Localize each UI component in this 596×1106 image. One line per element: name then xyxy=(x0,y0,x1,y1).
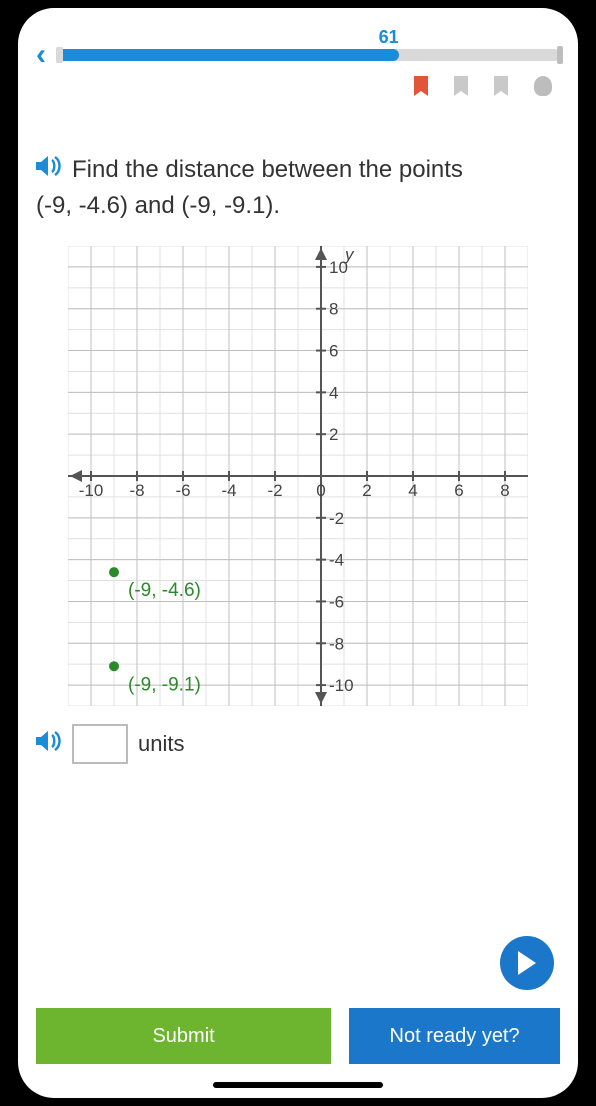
progress-label: 61 xyxy=(379,27,399,48)
ribbon-icon xyxy=(494,76,508,96)
svg-text:-8: -8 xyxy=(129,481,144,500)
svg-text:-2: -2 xyxy=(267,481,282,500)
units-label: units xyxy=(138,731,184,757)
audio-icon[interactable] xyxy=(36,730,62,759)
not-ready-button[interactable]: Not ready yet? xyxy=(349,1008,560,1064)
answer-row: units xyxy=(36,724,560,764)
svg-text:-8: -8 xyxy=(329,634,344,653)
svg-text:-10: -10 xyxy=(79,481,104,500)
svg-text:6: 6 xyxy=(454,481,463,500)
coordinate-chart: -10-8-6-4-202468-10-8-6-4-2246810y(-9, -… xyxy=(36,246,560,706)
ribbon-icon xyxy=(414,76,428,96)
svg-text:4: 4 xyxy=(329,383,338,402)
svg-text:y: y xyxy=(344,246,355,264)
svg-text:(-9, -9.1): (-9, -9.1) xyxy=(128,674,201,695)
question-line2: (-9, -4.6) and (-9, -9.1). xyxy=(36,188,560,224)
svg-text:-4: -4 xyxy=(221,481,236,500)
svg-text:6: 6 xyxy=(329,342,338,361)
svg-text:-4: -4 xyxy=(329,551,344,570)
audio-icon[interactable] xyxy=(36,152,62,188)
progress-fill xyxy=(56,49,399,61)
bottom-button-row: Submit Not ready yet? xyxy=(36,1008,560,1064)
progress-bar xyxy=(56,49,560,61)
svg-text:-10: -10 xyxy=(329,676,354,695)
progress-header: ‹ 61 xyxy=(36,40,560,70)
ribbon-icon xyxy=(454,76,468,96)
question-line1: Find the distance between the points xyxy=(72,152,463,188)
svg-text:8: 8 xyxy=(500,481,509,500)
ribbon-row xyxy=(36,76,560,96)
svg-text:-6: -6 xyxy=(329,592,344,611)
back-icon[interactable]: ‹ xyxy=(36,40,46,70)
chart-svg: -10-8-6-4-202468-10-8-6-4-2246810y(-9, -… xyxy=(68,246,528,706)
svg-text:4: 4 xyxy=(408,481,417,500)
submit-button[interactable]: Submit xyxy=(36,1008,331,1064)
svg-text:(-9, -4.6): (-9, -4.6) xyxy=(128,580,201,601)
home-indicator xyxy=(213,1082,383,1088)
svg-text:0: 0 xyxy=(316,481,325,500)
question-block: Find the distance between the points (-9… xyxy=(36,152,560,224)
play-button[interactable] xyxy=(500,936,554,990)
app-screen: ‹ 61 Find the distance between the point… xyxy=(18,8,578,1098)
svg-text:8: 8 xyxy=(329,300,338,319)
svg-text:2: 2 xyxy=(362,481,371,500)
progress-end-cap xyxy=(557,46,563,64)
svg-text:-6: -6 xyxy=(175,481,190,500)
svg-text:-2: -2 xyxy=(329,509,344,528)
progress-wrap: 61 xyxy=(56,49,560,61)
answer-input[interactable] xyxy=(72,724,128,764)
phone-frame: ‹ 61 Find the distance between the point… xyxy=(0,0,596,1106)
award-icon xyxy=(534,76,552,96)
svg-text:2: 2 xyxy=(329,425,338,444)
